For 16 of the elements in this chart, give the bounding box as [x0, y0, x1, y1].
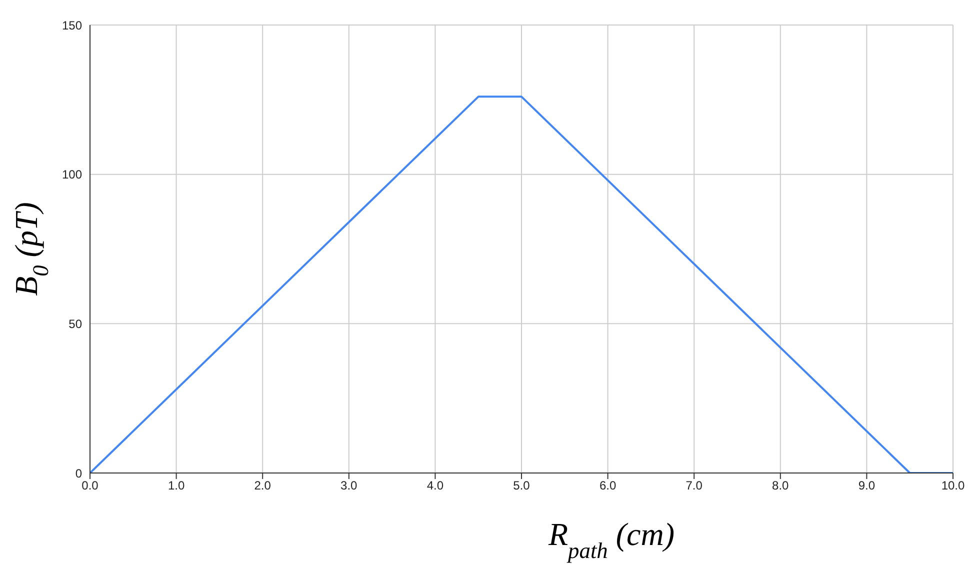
x-tick-label: 9.0 — [858, 478, 876, 493]
x-tick-label: 8.0 — [772, 478, 790, 493]
x-axis-title: R$_{path}$ (cm) — [548, 516, 674, 562]
y-tick-label: 150 — [62, 18, 82, 32]
x-tick-label: 3.0 — [340, 478, 358, 493]
x-tick-label: 2.0 — [254, 478, 272, 493]
y-tick-label: 50 — [68, 316, 82, 331]
x-tick-label: 6.0 — [599, 478, 616, 493]
y-tick-label: 0 — [75, 466, 82, 480]
x-tick-label: 4.0 — [426, 478, 444, 493]
x-tick-label: 7.0 — [686, 478, 703, 493]
y-tick-label: 100 — [62, 168, 82, 182]
x-tick-label: 5.0 — [513, 478, 530, 493]
x-tick-label: 0.0 — [82, 478, 99, 493]
x-tick-label: 10.0 — [941, 478, 965, 493]
x-tick-label: 1.0 — [168, 478, 185, 493]
